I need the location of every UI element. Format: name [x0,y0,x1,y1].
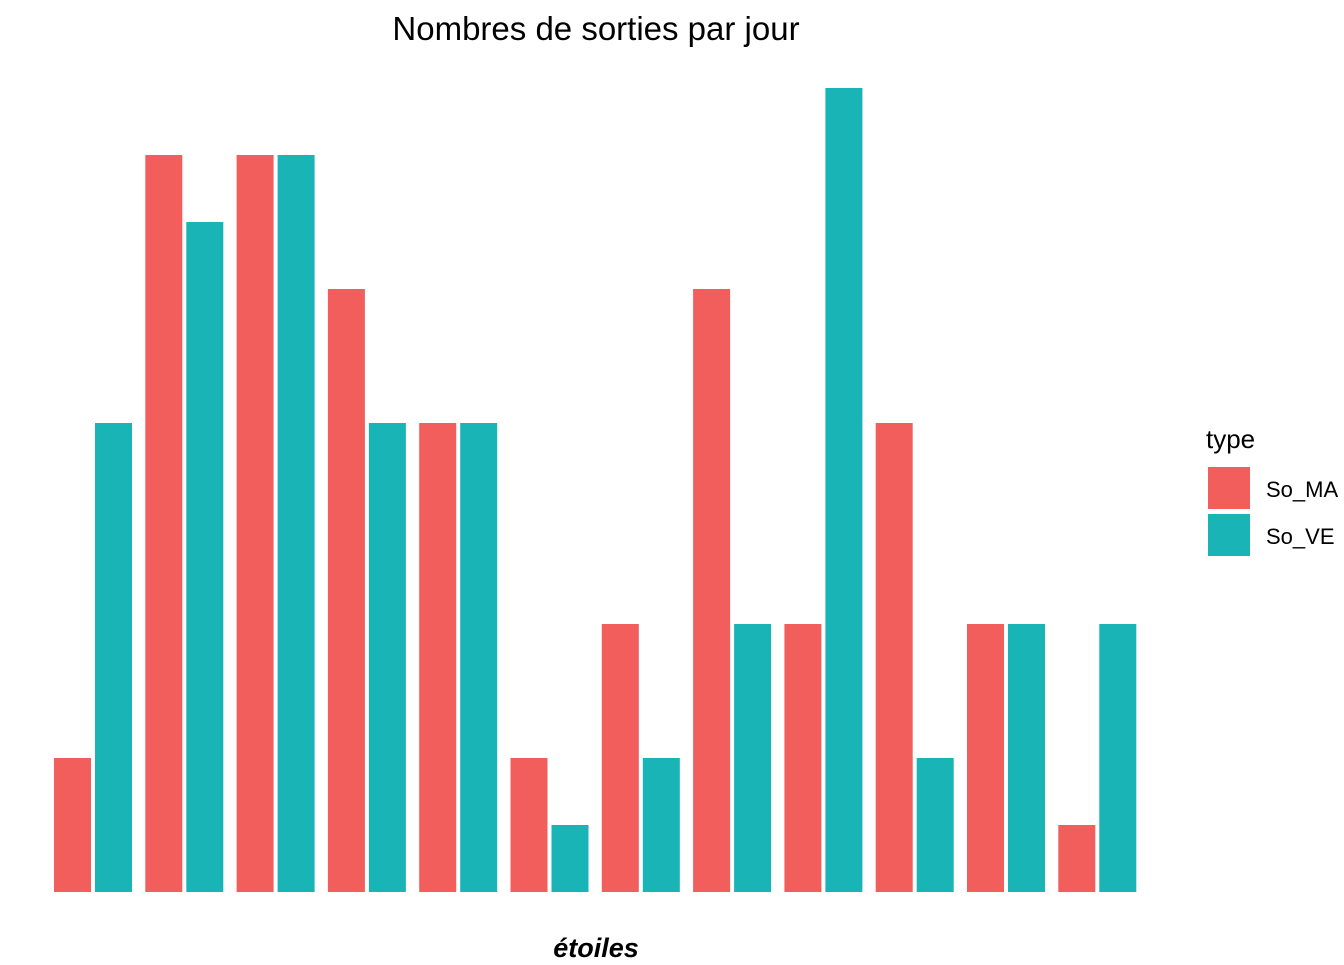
bar-so-ve-2 [186,222,224,892]
legend-key-so-ve [1208,514,1250,556]
bar-so-ma-5 [419,423,457,892]
bar-so-ve-3 [277,155,315,892]
bar-so-ve-8 [734,624,772,892]
x-axis-label: étoiles [553,933,639,960]
bar-so-ve-5 [460,423,498,892]
bar-so-ma-1 [54,758,91,892]
bar-so-ma-9 [784,624,822,892]
bar-so-ma-11 [967,624,1004,892]
bar-so-ma-12 [1058,825,1096,892]
bar-so-ve-7 [642,758,680,892]
legend-title: type [1206,424,1255,454]
legend-items: So_MA So_VE [1208,467,1338,556]
bar-so-ma-3 [236,155,274,892]
legend-label-so-ve: So_VE [1266,524,1335,549]
chart-title: Nombres de sorties par jour [392,10,799,47]
legend: type So_MA So_VE [1206,424,1338,556]
bar-so-ve-9 [825,88,863,892]
bar-so-ma-7 [601,624,639,892]
bar-so-ve-10 [916,758,954,892]
bar-so-ve-6 [551,825,589,892]
bar-so-ve-12 [1099,624,1137,892]
bar-so-ma-4 [327,289,365,892]
bar-so-ve-11 [1008,624,1045,892]
bar-so-ve-1 [95,423,132,892]
bar-so-ve-4 [368,423,406,892]
legend-label-so-ma: So_MA [1266,477,1338,502]
bar-so-ma-8 [693,289,731,892]
bars-layer [54,88,1137,892]
bar-so-ma-2 [145,155,183,892]
bar-so-ma-10 [875,423,913,892]
legend-key-so-ma [1208,467,1250,509]
bar-so-ma-6 [510,758,548,892]
